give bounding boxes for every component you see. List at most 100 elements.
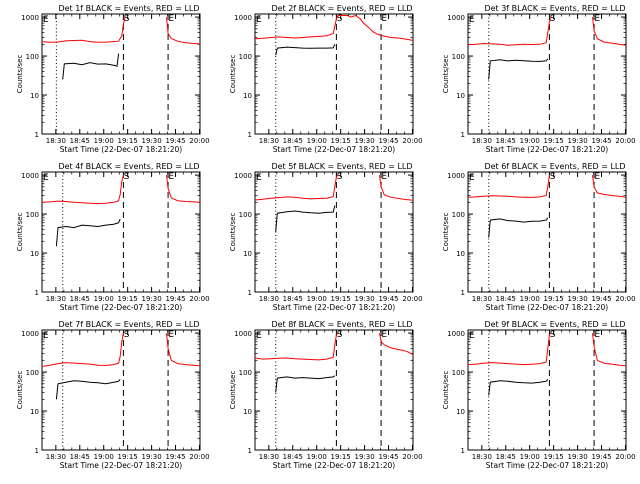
x-tick-label: 19:45 (378, 295, 398, 303)
x-axis-label: Start Time (22-Dec-07 18:21:20) (486, 303, 608, 312)
x-tick-label: 20:00 (615, 295, 635, 303)
y-tick-label: 1 (248, 447, 252, 455)
series-lld-segment-2 (379, 333, 414, 356)
x-tick-label: 19:45 (591, 137, 611, 145)
y-tick-label: 10 (30, 408, 39, 416)
y-axis-label: Counts/sec (442, 371, 450, 410)
series-events-segment-1 (275, 44, 336, 56)
y-tick-label: 10 (30, 250, 39, 258)
marker-s: S (337, 172, 343, 182)
x-tick-label: 19:00 (520, 295, 540, 303)
panel-det-9: Det 9f BLACK = Events, RED = LLD 1 10 100 10… (442, 320, 636, 470)
marker-e-left: E (256, 173, 262, 183)
x-tick-label: 18:45 (496, 453, 516, 461)
y-tick-label: 10 (243, 250, 252, 258)
series-lld-segment-1 (254, 174, 339, 201)
x-tick-label: 19:45 (378, 453, 398, 461)
marker-e-left: E (469, 331, 475, 341)
x-tick-label: 20:00 (189, 137, 209, 145)
y-tick-label: 100 (26, 211, 39, 219)
series-lld-segment-2 (592, 333, 627, 367)
x-tick-label: 19:45 (165, 453, 185, 461)
marker-s: S (124, 172, 130, 182)
x-axis-label: Start Time (22-Dec-07 18:21:20) (486, 145, 608, 154)
marker-s: S (337, 14, 343, 24)
panel-title: Det 4f BLACK = Events, RED = LLD (58, 162, 199, 171)
marker-e-left: E (43, 15, 49, 25)
panel-title: Det 8f BLACK = Events, RED = LLD (271, 320, 412, 329)
panel-title: Det 3f BLACK = Events, RED = LLD (484, 4, 625, 13)
x-tick-label: 18:45 (496, 137, 516, 145)
series-lld-segment-1 (467, 175, 550, 198)
plot-frame (254, 171, 414, 293)
x-tick-label: 19:00 (94, 137, 114, 145)
y-axis-label: Counts/sec (442, 213, 450, 252)
x-axis-label: Start Time (22-Dec-07 18:21:20) (60, 145, 182, 154)
marker-e-left: E (43, 173, 49, 183)
x-tick-label: 20:00 (615, 453, 635, 461)
y-tick-label: 10 (30, 92, 39, 100)
series-events-segment-1 (55, 218, 121, 247)
x-tick-label: 19:00 (520, 137, 540, 145)
x-tick-label: 19:30 (142, 137, 162, 145)
marker-e: E (381, 172, 387, 182)
x-tick-label: 18:30 (46, 295, 66, 303)
panel-title: Det 5f BLACK = Events, RED = LLD (271, 162, 412, 171)
x-tick-label: 18:45 (496, 295, 516, 303)
series-lld-segment-1 (254, 332, 339, 361)
panel-det-4: Det 4f BLACK = Events, RED = LLD 1 10 100 10… (16, 162, 210, 312)
marker-e-left: E (256, 331, 262, 341)
y-tick-label: 100 (452, 53, 465, 61)
panel-det-5: Det 5f BLACK = Events, RED = LLD 1 10 100 10… (229, 162, 423, 312)
x-tick-label: 18:30 (472, 137, 492, 145)
panel-title: Det 1f BLACK = Events, RED = LLD (58, 4, 199, 13)
x-tick-label: 19:30 (142, 453, 162, 461)
marker-e: E (168, 330, 174, 340)
x-tick-label: 19:30 (355, 295, 375, 303)
marker-s: S (550, 172, 556, 182)
y-tick-label: 1000 (447, 172, 465, 180)
series-lld-segment-1 (467, 16, 552, 46)
x-tick-label: 19:15 (331, 453, 351, 461)
plot-frame (41, 329, 201, 451)
marker-e-left: E (43, 331, 49, 341)
y-axis-label: Counts/sec (16, 371, 24, 410)
x-tick-label: 18:45 (70, 137, 90, 145)
y-axis-label: Counts/sec (16, 55, 24, 94)
marker-e-left: E (469, 173, 475, 183)
x-tick-label: 20:00 (402, 453, 422, 461)
panel-det-8: Det 8f BLACK = Events, RED = LLD 1 10 100 10… (229, 320, 423, 470)
y-tick-label: 1 (461, 447, 465, 455)
series-lld-segment-2 (166, 175, 201, 203)
y-tick-label: 100 (452, 211, 465, 219)
panel-title: Det 7f BLACK = Events, RED = LLD (58, 320, 199, 329)
panel-det-7: Det 7f BLACK = Events, RED = LLD 1 10 100 10… (16, 320, 210, 470)
x-tick-label: 19:15 (331, 295, 351, 303)
marker-e-left: E (469, 15, 475, 25)
x-tick-label: 20:00 (189, 295, 209, 303)
x-tick-label: 18:45 (70, 295, 90, 303)
y-tick-label: 100 (239, 369, 252, 377)
y-tick-label: 1 (35, 289, 39, 297)
plot-frame (467, 171, 627, 293)
panel-title: Det 6f BLACK = Events, RED = LLD (484, 162, 625, 171)
series-events-segment-1 (62, 53, 120, 80)
x-tick-label: 19:15 (331, 137, 351, 145)
x-tick-label: 19:15 (118, 295, 138, 303)
plot-frame (254, 13, 414, 135)
x-tick-label: 19:30 (568, 295, 588, 303)
x-tick-label: 19:30 (568, 137, 588, 145)
series-events-segment-1 (488, 58, 549, 80)
series-events-segment-1 (275, 205, 336, 232)
x-tick-label: 19:15 (544, 137, 564, 145)
x-tick-label: 19:45 (378, 137, 398, 145)
x-tick-label: 19:45 (165, 295, 185, 303)
y-tick-label: 1000 (447, 330, 465, 338)
plot-frame (467, 13, 627, 135)
x-tick-label: 19:15 (118, 453, 138, 461)
y-tick-label: 1000 (234, 14, 252, 22)
y-tick-label: 1000 (234, 330, 252, 338)
marker-s: S (337, 330, 343, 340)
x-tick-label: 18:45 (283, 453, 303, 461)
